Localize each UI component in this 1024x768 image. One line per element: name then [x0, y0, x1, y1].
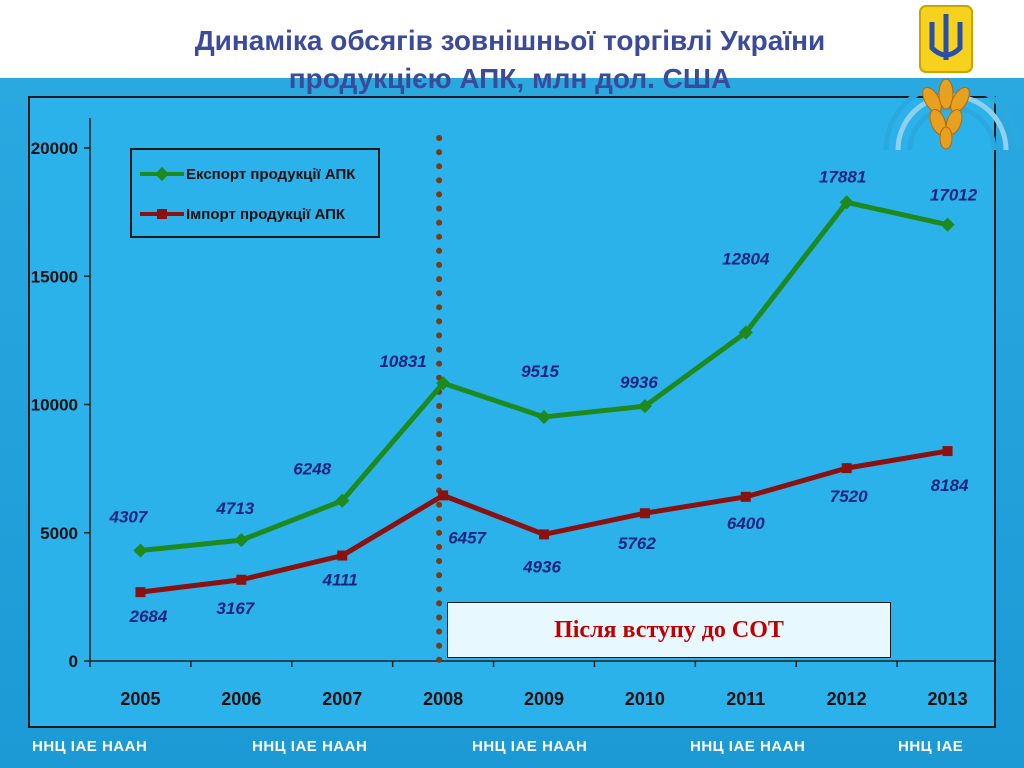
import-legend-swatch	[140, 202, 184, 226]
import-data-label: 4111	[322, 571, 358, 590]
line-chart: 0 5000 10000 15000 20000 2005 2006 2007 2008 2009…	[31, 118, 996, 709]
export-data-label: 4713	[215, 499, 254, 518]
import-data-point	[236, 574, 247, 585]
footer-label: ННЦ ІАЕ	[898, 738, 964, 755]
export-data-point	[839, 195, 854, 210]
export-data-point	[133, 543, 148, 558]
legend-item-import: Імпорт продукції АПК	[140, 202, 345, 226]
x-tick-label: 2011	[726, 689, 765, 709]
title-line-1: Динаміка обсягів зовнішньої торгівлі Укр…	[194, 25, 826, 56]
import-legend-label: Імпорт продукції АПК	[186, 205, 346, 223]
y-tick-label: 5000	[40, 524, 78, 543]
import-data-label: 2684	[129, 607, 168, 626]
export-data-point	[436, 376, 451, 391]
export-data-label: 6248	[293, 460, 331, 479]
export-data-label: 12804	[722, 250, 770, 269]
export-data-point	[637, 399, 652, 414]
import-data-label: 6400	[727, 514, 765, 533]
export-data-label: 4307	[109, 508, 149, 527]
x-tick-label: 2008	[423, 689, 463, 709]
import-data-point	[337, 550, 348, 561]
chart-legend: Експорт продукції АПК Імпорт продукції А…	[130, 148, 380, 238]
y-tick-label: 10000	[31, 396, 78, 415]
import-data-point	[942, 446, 953, 457]
slide-title: Динаміка обсягів зовнішньої торгівлі Укр…	[110, 22, 910, 98]
export-data-label: 10831	[379, 352, 426, 371]
import-data-point	[539, 529, 549, 540]
footer-label: ННЦ ІАЕ НААН	[32, 738, 148, 755]
institute-logo	[883, 5, 1021, 151]
import-data-point	[438, 490, 449, 501]
footer-bar: ННЦ ІАЕ НААН ННЦ ІАЕ НААН ННЦ ІАЕ НААН Н…	[0, 734, 1024, 768]
export-data-label: 9515	[521, 362, 559, 381]
title-line-2: продукцією АПК, млн дол. США	[288, 63, 732, 94]
export-data-label: 9936	[620, 373, 658, 392]
x-tick-label: 2005	[120, 689, 160, 709]
import-data-point	[639, 508, 650, 519]
x-tick-label: 2010	[625, 689, 665, 709]
import-data-label: 5762	[618, 534, 656, 553]
export-data-label: 17881	[819, 167, 866, 186]
import-data-point	[841, 463, 852, 474]
export-data-point	[536, 409, 552, 425]
export-data-point	[234, 533, 249, 548]
import-data-label: 3167	[216, 599, 255, 618]
import-data-point	[740, 491, 751, 502]
export-legend-swatch	[140, 162, 184, 186]
wto-annotation: Після вступу до СОТ	[447, 602, 891, 658]
export-data-label: 17012	[930, 186, 978, 205]
y-tick-label: 15000	[31, 267, 78, 286]
x-tick-label: 2007	[322, 689, 362, 709]
footer-label: ННЦ ІАЕ НААН	[690, 738, 806, 755]
footer-label: ННЦ ІАЕ НААН	[472, 738, 588, 755]
export-data-point	[940, 217, 955, 232]
export-legend-label: Експорт продукції АПК	[186, 165, 356, 183]
export-data-point	[335, 493, 350, 508]
export-data-point	[738, 325, 753, 340]
footer-label: ННЦ ІАЕ НААН	[252, 738, 368, 755]
import-data-label: 7520	[830, 487, 868, 506]
import-data-label: 6457	[448, 528, 487, 547]
import-data-label: 8184	[931, 476, 969, 495]
x-tick-label: 2006	[221, 689, 261, 709]
x-tick-label: 2009	[524, 689, 564, 709]
x-tick-label: 2012	[827, 689, 867, 709]
import-data-point	[135, 587, 146, 598]
x-tick-label: 2013	[928, 689, 968, 709]
legend-item-export: Експорт продукції АПК	[140, 162, 355, 186]
import-data-label: 4936	[522, 557, 561, 576]
y-tick-label: 0	[69, 652, 78, 671]
y-tick-label: 20000	[31, 139, 78, 158]
